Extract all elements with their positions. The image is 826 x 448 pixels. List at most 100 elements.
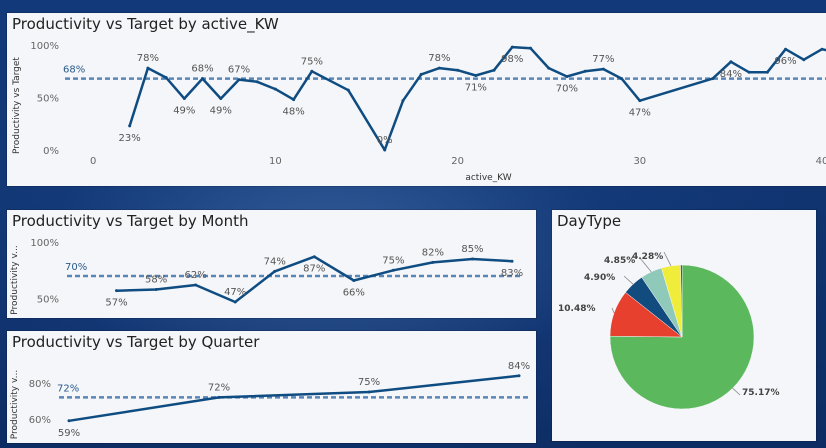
data-label: 84% — [508, 361, 530, 372]
data-point[interactable] — [237, 78, 241, 82]
data-label: 66% — [343, 287, 365, 298]
data-label: 84% — [720, 69, 742, 80]
data-point[interactable] — [233, 300, 237, 304]
data-label: 85% — [461, 244, 483, 255]
data-label: 74% — [264, 256, 286, 267]
data-point[interactable] — [146, 66, 150, 70]
chart-panel-daytype[interactable]: DayType 75.17% 10.48% 4.90% 4.85% 4.28% — [552, 210, 816, 441]
data-point[interactable] — [292, 98, 296, 102]
data-point[interactable] — [310, 69, 314, 73]
data-point[interactable] — [784, 47, 788, 51]
data-label: 57% — [105, 298, 127, 309]
chart-panel-active-kw[interactable]: Productivity vs Target by active_KW 0% 50… — [7, 13, 826, 186]
data-label: 71% — [465, 82, 487, 93]
data-point[interactable] — [528, 46, 532, 50]
data-label: 75% — [358, 377, 380, 388]
y-tick-label: 50% — [37, 295, 59, 306]
data-point[interactable] — [620, 77, 624, 81]
pie-slice-label: 4.90% — [584, 273, 615, 283]
data-label: 72% — [208, 382, 230, 393]
data-point[interactable] — [128, 124, 132, 128]
data-point[interactable] — [154, 288, 158, 292]
data-point[interactable] — [273, 269, 277, 273]
y-tick-label: 80% — [29, 379, 51, 390]
data-point[interactable] — [164, 76, 168, 80]
data-label: 47% — [224, 287, 246, 298]
data-point[interactable] — [510, 45, 514, 49]
data-point[interactable] — [517, 374, 521, 378]
data-point[interactable] — [391, 268, 395, 272]
data-point[interactable] — [802, 58, 806, 62]
data-label: 77% — [592, 54, 614, 65]
data-point[interactable] — [273, 87, 277, 91]
data-label: 78% — [428, 53, 450, 64]
data-point[interactable] — [765, 70, 769, 74]
chart-title-daytype: DayType — [557, 212, 622, 230]
y-tick-label: 60% — [29, 415, 51, 426]
x-axis-title: active_KW — [465, 173, 511, 183]
pie-leader-line — [663, 251, 672, 267]
data-point[interactable] — [492, 68, 496, 72]
target-reference-label: 70% — [65, 262, 87, 273]
target-reference-label: 72% — [57, 383, 79, 394]
x-tick-label: 40 — [816, 156, 826, 167]
data-label: 47% — [629, 108, 651, 119]
data-point[interactable] — [367, 390, 371, 394]
data-point[interactable] — [456, 68, 460, 72]
data-point[interactable] — [383, 148, 387, 152]
data-point[interactable] — [437, 66, 441, 70]
data-point[interactable] — [419, 72, 423, 76]
data-point[interactable] — [470, 257, 474, 261]
y-tick-label: 100% — [30, 238, 59, 249]
data-point[interactable] — [401, 99, 405, 103]
data-point[interactable] — [583, 69, 587, 73]
chart-panel-month[interactable]: Productivity vs Target by Month 50% 100% P… — [7, 210, 536, 318]
data-point[interactable] — [711, 77, 715, 81]
pie-slice-label: 4.28% — [632, 252, 663, 262]
data-point[interactable] — [219, 97, 223, 101]
chart-panel-quarter[interactable]: Productivity vs Target by Quarter 60% 80%… — [7, 331, 536, 443]
data-point[interactable] — [255, 80, 259, 84]
data-label: 49% — [173, 106, 195, 117]
data-point[interactable] — [474, 73, 478, 77]
data-point[interactable] — [547, 66, 551, 70]
data-point[interactable] — [217, 395, 221, 399]
data-point[interactable] — [346, 88, 350, 92]
data-point[interactable] — [601, 67, 605, 71]
data-point[interactable] — [115, 289, 119, 293]
x-tick-label: 30 — [633, 156, 646, 167]
data-point[interactable] — [194, 283, 198, 287]
data-label: 82% — [422, 247, 444, 258]
pie-slice-label: 75.17% — [742, 388, 780, 398]
data-point[interactable] — [431, 260, 435, 264]
chart-title-quarter: Productivity vs Target by Quarter — [12, 333, 260, 351]
pie-slice[interactable] — [680, 264, 683, 338]
data-point[interactable] — [565, 75, 569, 78]
pie-leader-line — [732, 387, 741, 396]
data-point[interactable] — [638, 99, 642, 103]
y-axis-title: Productivity v... — [10, 245, 20, 314]
y-tick-label: 0% — [43, 146, 59, 157]
data-label: 68% — [191, 64, 213, 75]
pie-slice[interactable] — [609, 264, 755, 410]
x-tick-label: 20 — [451, 156, 464, 167]
data-label: 62% — [185, 270, 207, 281]
data-point[interactable] — [747, 70, 751, 74]
y-tick-label: 50% — [37, 94, 59, 105]
chart-title-active-kw: Productivity vs Target by active_KW — [12, 15, 279, 33]
data-point[interactable] — [352, 278, 356, 282]
data-point[interactable] — [67, 419, 71, 423]
data-point[interactable] — [182, 97, 186, 101]
data-point[interactable] — [729, 60, 733, 64]
y-axis-title: Productivity vs Target — [12, 57, 22, 154]
series-line — [68, 374, 520, 423]
data-point[interactable] — [312, 255, 316, 259]
data-point[interactable] — [510, 259, 514, 263]
pie-leader-line — [623, 275, 634, 285]
data-point[interactable] — [201, 77, 205, 81]
data-label: 67% — [228, 65, 250, 76]
data-label: 98% — [501, 54, 523, 65]
data-point[interactable] — [820, 47, 824, 51]
data-label: 70% — [556, 84, 578, 95]
data-label: 23% — [119, 133, 141, 144]
